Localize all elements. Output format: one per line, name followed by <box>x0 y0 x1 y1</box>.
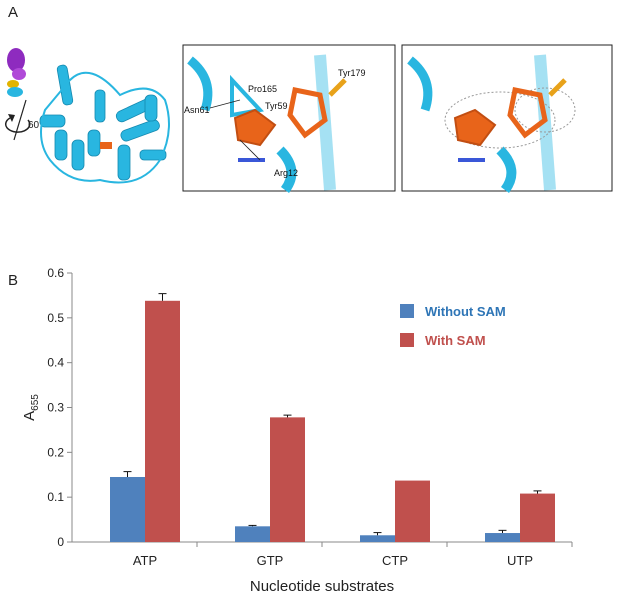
y-tick-label: 0.3 <box>47 401 64 415</box>
bar <box>360 535 395 542</box>
x-tick-label: UTP <box>507 553 533 568</box>
y-tick-label: 0.2 <box>47 445 64 459</box>
residue-label: Arg12 <box>274 168 298 178</box>
binding-site-box <box>182 44 396 193</box>
y-tick-label: 0.5 <box>47 311 64 325</box>
bar <box>520 493 555 542</box>
y-axis-label-main: A <box>21 411 38 421</box>
panel-a-illustration: 60° <box>5 44 613 193</box>
inset-molecule-icon <box>7 48 26 97</box>
rotation-arrow-icon <box>5 99 31 141</box>
bar <box>485 533 520 542</box>
legend-swatch <box>400 304 414 318</box>
y-tick-label: 0.1 <box>47 490 64 504</box>
panel-b-label: B <box>8 272 19 289</box>
residue-label: Tyr59 <box>265 101 288 111</box>
y-tick-label: 0.4 <box>47 356 64 370</box>
residue-label: Pro165 <box>248 84 277 94</box>
x-tick-label: GTP <box>257 553 284 568</box>
protein-cartoon <box>39 64 170 184</box>
x-tick-label: CTP <box>382 553 408 568</box>
residue-label: Tyr179 <box>338 68 366 78</box>
bar <box>235 526 270 542</box>
legend-label: Without SAM <box>425 304 506 319</box>
legend-label: With SAM <box>425 333 486 348</box>
bar <box>145 300 180 542</box>
y-tick-label: 0 <box>57 535 64 549</box>
residue-label: Asn61 <box>184 105 210 115</box>
bar <box>395 480 430 542</box>
y-tick-label: 0.6 <box>47 266 64 280</box>
panel-a-label: A <box>8 4 19 21</box>
bar <box>270 417 305 542</box>
legend-swatch <box>400 333 414 347</box>
bar-chart: 0 0.1 0.2 0.3 0.4 0.5 0.6 ATP GTP CTP UTP Nucleotid… <box>21 266 573 595</box>
rotation-label: 60° <box>28 120 43 131</box>
x-tick-label: ATP <box>133 553 157 568</box>
density-map-box <box>401 44 613 193</box>
y-axis-label: A655 <box>21 394 41 421</box>
bar <box>110 476 145 542</box>
y-axis-label-subscript: 655 <box>30 394 41 411</box>
x-axis-label: Nucleotide substrates <box>250 578 394 595</box>
